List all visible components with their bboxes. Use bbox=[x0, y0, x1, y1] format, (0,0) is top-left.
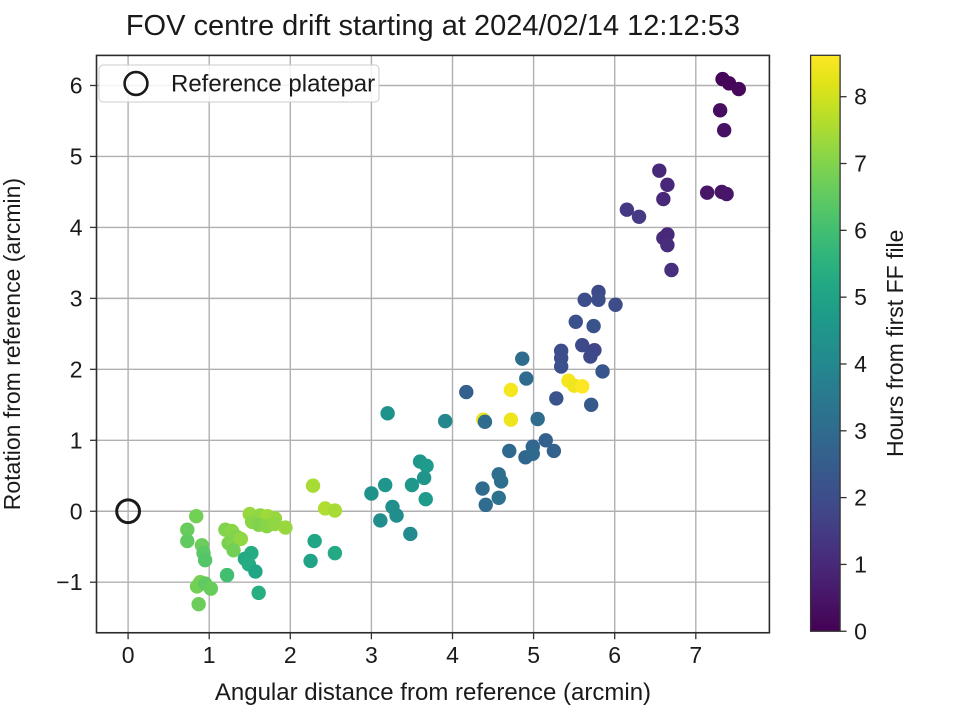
svg-text:5: 5 bbox=[70, 143, 83, 169]
svg-text:2: 2 bbox=[70, 356, 83, 382]
svg-text:6: 6 bbox=[608, 642, 621, 668]
svg-text:Angular distance from referenc: Angular distance from reference (arcmin) bbox=[215, 679, 651, 706]
svg-text:3: 3 bbox=[854, 418, 867, 444]
svg-text:Rotation from reference (arcmi: Rotation from reference (arcmin) bbox=[0, 178, 25, 510]
svg-text:4: 4 bbox=[70, 214, 83, 240]
svg-text:4: 4 bbox=[854, 351, 867, 377]
svg-text:Hours from first FF file: Hours from first FF file bbox=[882, 230, 908, 457]
svg-text:3: 3 bbox=[365, 642, 378, 668]
svg-text:−1: −1 bbox=[56, 569, 82, 595]
svg-text:Reference platepar: Reference platepar bbox=[171, 71, 375, 98]
svg-text:0: 0 bbox=[122, 642, 135, 668]
svg-text:1: 1 bbox=[854, 551, 867, 577]
svg-text:1: 1 bbox=[70, 427, 83, 453]
svg-text:0: 0 bbox=[854, 618, 867, 644]
svg-text:8: 8 bbox=[854, 84, 867, 110]
svg-text:0: 0 bbox=[70, 498, 83, 524]
svg-text:7: 7 bbox=[689, 642, 702, 668]
svg-text:5: 5 bbox=[854, 284, 867, 310]
svg-text:1: 1 bbox=[203, 642, 216, 668]
svg-text:3: 3 bbox=[70, 285, 83, 311]
svg-text:2: 2 bbox=[284, 642, 297, 668]
svg-text:7: 7 bbox=[854, 151, 867, 177]
svg-text:5: 5 bbox=[527, 642, 540, 668]
svg-text:6: 6 bbox=[70, 72, 83, 98]
svg-text:2: 2 bbox=[854, 485, 867, 511]
svg-text:6: 6 bbox=[854, 217, 867, 243]
svg-text:4: 4 bbox=[446, 642, 459, 668]
svg-text:FOV centre drift starting at 2: FOV centre drift starting at 2024/02/14 … bbox=[126, 10, 740, 42]
